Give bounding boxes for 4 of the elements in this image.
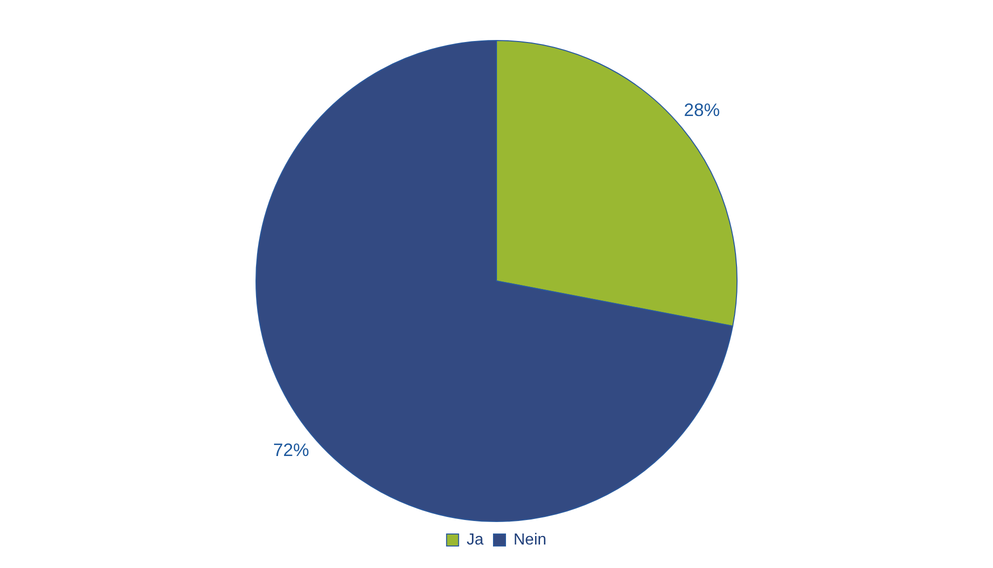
legend-label: Nein (513, 531, 546, 548)
data-label: 28% (684, 100, 720, 120)
data-label: 72% (273, 440, 310, 460)
legend-label: Ja (466, 531, 484, 548)
